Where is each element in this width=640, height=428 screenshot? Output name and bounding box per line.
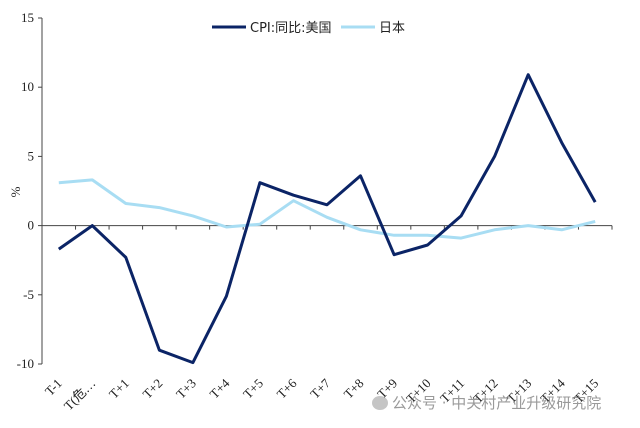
y-tick-labels: 15 10 5 0 -5 -10 <box>17 10 34 371</box>
y-tick-label: 5 <box>28 148 35 163</box>
legend-label: CPI:同比:美国 <box>250 21 332 36</box>
x-tick-label: T(危… <box>61 376 99 414</box>
x-tick-label: T+2 <box>139 376 165 402</box>
legend-label: 日本 <box>379 21 405 36</box>
x-tick-label: T+4 <box>207 375 233 401</box>
axes <box>38 17 613 365</box>
x-tick-label: T+5 <box>240 376 266 402</box>
x-tick-label: T-1 <box>42 376 65 399</box>
series-lines <box>57 73 597 365</box>
y-tick-label: -5 <box>23 287 34 302</box>
series-line <box>57 73 597 365</box>
wechat-icon <box>372 396 388 410</box>
x-tick-label: T+6 <box>274 375 300 401</box>
y-tick-label: 15 <box>21 10 34 25</box>
x-tick-label: T+7 <box>307 375 333 401</box>
y-axis-label: % <box>8 186 23 197</box>
y-tick-label: 10 <box>21 79 34 94</box>
watermark-text: 公众号 · 中关村产业升级研究院 <box>392 394 602 412</box>
series-line <box>58 178 596 240</box>
x-tick-label: T+8 <box>341 376 367 402</box>
x-tick-label: T+3 <box>173 376 199 402</box>
legend: CPI:同比:美国 日本 <box>212 21 405 36</box>
y-tick-label: -10 <box>17 356 34 371</box>
y-tick-label: 0 <box>28 218 35 233</box>
x-tick-label: T+1 <box>106 376 132 402</box>
watermark: 公众号 · 中关村产业升级研究院 <box>372 392 601 413</box>
